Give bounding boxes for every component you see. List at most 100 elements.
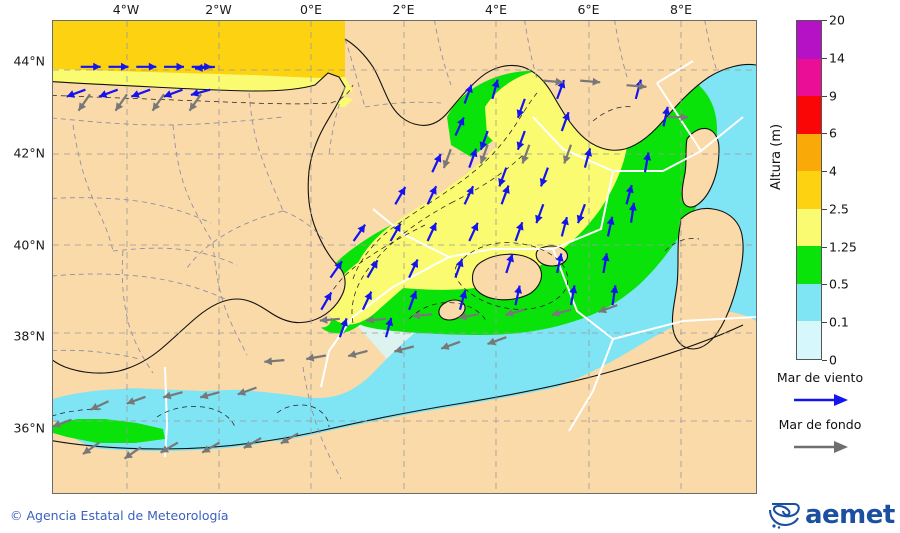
- arrow-head: [126, 397, 136, 405]
- arrow-head: [429, 186, 437, 195]
- swell-arrows: [53, 77, 689, 460]
- colorbar-band: [797, 246, 821, 284]
- lon-tick-label: 0°E: [299, 2, 323, 17]
- arrow-head: [412, 311, 421, 320]
- lat-tick-label: 40°N: [13, 237, 45, 253]
- colorbar-band: [797, 283, 821, 322]
- arrow-head: [370, 260, 378, 269]
- colorbar-band: [797, 21, 821, 59]
- colorbar-tick-label: 4: [829, 163, 837, 179]
- lat-tick-label: 36°N: [13, 420, 45, 436]
- arrow-head: [394, 345, 403, 354]
- arrow-head: [429, 222, 437, 232]
- lon-tick-label: 2°W: [205, 2, 232, 17]
- province-borders: [53, 21, 718, 480]
- arrow-head: [163, 90, 173, 98]
- arrow-head: [539, 178, 548, 187]
- arrow-head: [121, 62, 129, 71]
- arrow-head: [393, 223, 401, 233]
- arrow-head: [555, 77, 564, 86]
- legend-swell-arrow: [790, 439, 850, 459]
- arrow-head: [115, 102, 124, 111]
- arrow-head: [535, 214, 543, 224]
- arrow-head: [506, 254, 514, 263]
- colorbar-tick-mark: [822, 360, 827, 361]
- colorbar-band: [797, 171, 821, 209]
- arrow-head: [562, 112, 570, 121]
- arrow-head: [93, 62, 101, 71]
- arrow-head: [469, 148, 478, 158]
- arrow-head: [557, 80, 566, 89]
- lat-tick-label: 38°N: [13, 328, 45, 344]
- arrow-head: [366, 316, 374, 324]
- arrow-head: [479, 141, 488, 150]
- colorbar-tick-mark: [822, 133, 827, 135]
- arrow-head: [576, 214, 585, 224]
- colorbar-tick-label: 0.5: [829, 276, 849, 292]
- arrow-head: [516, 222, 524, 231]
- colorbar-tick-label: 2.5: [829, 201, 849, 217]
- arrow-head: [340, 318, 348, 327]
- arrow-head: [190, 89, 200, 97]
- arrow-head: [264, 357, 273, 366]
- band-gibraltar-0_5-1_25: [53, 419, 165, 443]
- arrow-head: [410, 259, 418, 268]
- arrow-head: [364, 291, 372, 301]
- arrow-head: [357, 224, 366, 233]
- arrow-head: [457, 117, 465, 126]
- arrow-head: [433, 154, 442, 163]
- arrow-head: [334, 261, 342, 270]
- arrow-head: [409, 290, 418, 300]
- arrow-head: [441, 342, 450, 350]
- arrow-head: [243, 440, 253, 448]
- arrow-head: [610, 285, 619, 294]
- arrow-head: [200, 391, 209, 400]
- arrow-head: [324, 292, 332, 301]
- arrow-head: [479, 155, 488, 164]
- legend-wind-sea-label: Mar de viento: [776, 370, 864, 385]
- arrow-head: [202, 445, 211, 453]
- colorbar-tick-label: 0: [829, 352, 837, 368]
- land-sardinia: [672, 208, 744, 349]
- lat-tick-label: 42°N: [13, 145, 45, 161]
- arrow-head: [82, 446, 92, 455]
- arrow-head: [385, 317, 394, 327]
- colorbar-title: Altura (m): [769, 123, 784, 190]
- arrow-head: [53, 420, 62, 428]
- arrow-head: [398, 187, 406, 196]
- colorbar-tick-mark: [822, 284, 827, 286]
- arrow-head: [498, 178, 506, 187]
- lon-tick-label: 2°E: [392, 2, 415, 17]
- arrow-head: [516, 109, 525, 118]
- colorbar-tick-label: 0.1: [829, 314, 849, 330]
- colorbar: [796, 20, 822, 360]
- arrow-head: [163, 391, 172, 400]
- colorbar-band: [797, 133, 821, 172]
- colorbar-band: [797, 58, 821, 97]
- land-north-africa: [53, 321, 756, 493]
- lon-tick-label: 4°W: [112, 2, 140, 17]
- lat-tick-label: 44°N: [13, 53, 45, 69]
- arrow-head: [280, 436, 290, 444]
- copyright-notice: © Agencia Estatal de Meteorología: [10, 508, 229, 523]
- colorbar-tick-mark: [822, 322, 827, 324]
- maritime-zones: [164, 60, 756, 458]
- arrow-head: [555, 253, 564, 262]
- arrow-head: [195, 63, 203, 72]
- arrow-head: [176, 62, 184, 71]
- colorbar-tick-mark: [822, 20, 827, 21]
- land-mallorca: [472, 254, 542, 300]
- arrow-head: [516, 141, 525, 150]
- arrow-head: [319, 316, 328, 324]
- arrow-head: [78, 102, 87, 111]
- arrow-head: [625, 185, 634, 194]
- colorbar-tick-label: 20: [829, 12, 845, 28]
- lon-tick-label: 4°E: [484, 2, 508, 17]
- arrow-head: [606, 216, 615, 225]
- arrow-head: [561, 217, 569, 226]
- arrow-head: [598, 305, 607, 314]
- colorbar-tick-label: 9: [829, 88, 837, 104]
- arrow-head: [160, 445, 169, 453]
- colorbar-tick-label: 14: [829, 50, 845, 66]
- map-canvas: [53, 21, 756, 493]
